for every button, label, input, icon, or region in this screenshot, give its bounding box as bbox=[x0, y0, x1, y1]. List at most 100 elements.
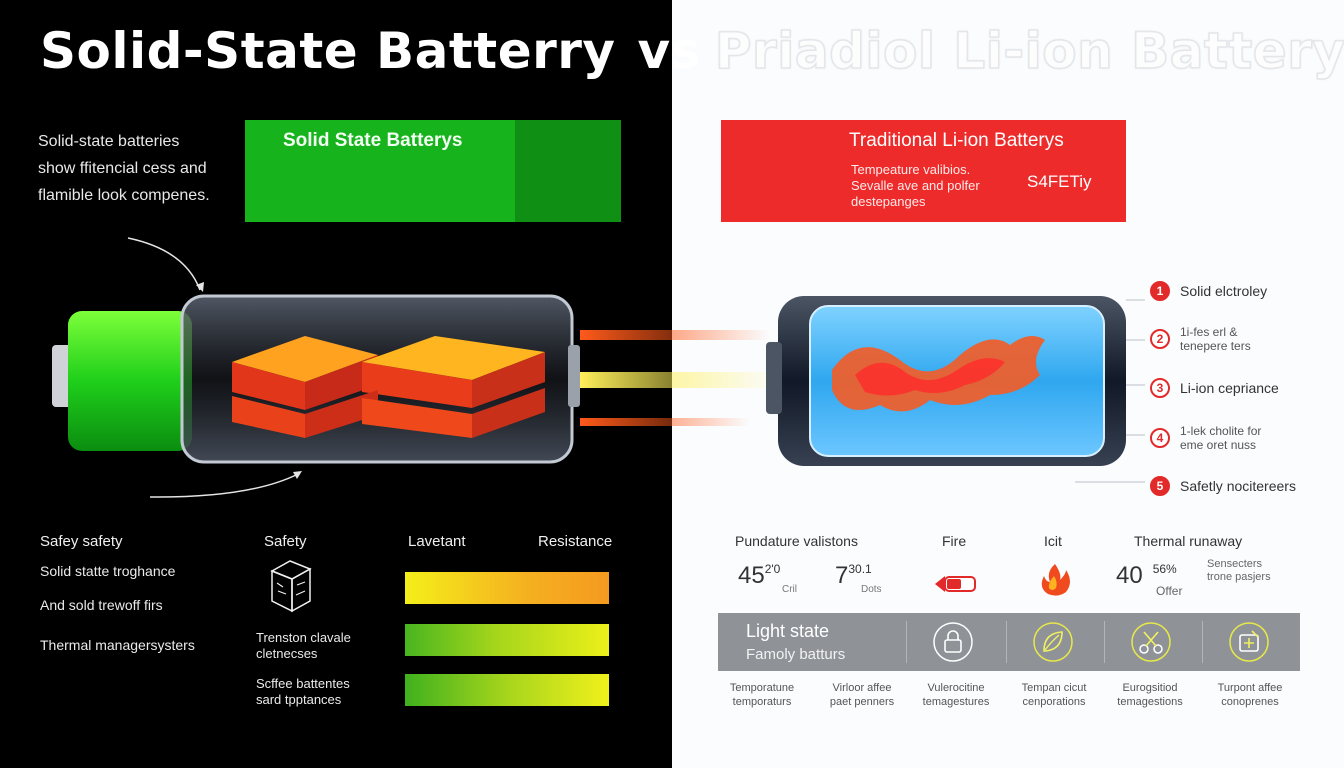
arrow-head bbox=[293, 471, 302, 479]
stat-value: 452'0 Cril bbox=[738, 562, 797, 595]
legend-label: Safetly nocitereers bbox=[1180, 478, 1296, 494]
footer-label: Turpont affee conoprenes bbox=[1200, 681, 1300, 709]
footer-line: Temporatune bbox=[729, 682, 795, 694]
mid-label-line: Trenston clavale bbox=[256, 630, 351, 645]
li-ion-battery-terminal bbox=[766, 342, 782, 414]
badge-icon: 5 bbox=[1150, 476, 1170, 496]
mid-label-line: sard tpptances bbox=[256, 692, 342, 707]
flame-core bbox=[855, 358, 1005, 396]
band-divider bbox=[1202, 621, 1203, 663]
energy-beam bbox=[580, 330, 770, 340]
legend-label: Li-ion cepriance bbox=[1180, 380, 1279, 396]
intro-line: flamible look compenes. bbox=[38, 187, 210, 204]
arrow-head bbox=[196, 282, 204, 292]
band-divider bbox=[1104, 621, 1105, 663]
footer-line: Turpont affee bbox=[1217, 682, 1283, 694]
footer-line: Vulerocitine bbox=[927, 682, 985, 694]
column-header: Lavetant bbox=[408, 533, 466, 550]
li-ion-sub-line: Tempeature valibios. bbox=[851, 162, 971, 177]
legend-item: 5 Safetly nocitereers bbox=[1150, 476, 1296, 496]
side-note-line: trone pasjers bbox=[1207, 571, 1271, 583]
green-box-shade bbox=[515, 120, 621, 222]
rating-bar bbox=[405, 572, 609, 604]
band-subtitle: Famoly batturs bbox=[746, 646, 846, 663]
footer-line: temagestions bbox=[1117, 696, 1183, 708]
title-vs: vs bbox=[637, 22, 701, 80]
mid-label-line: cletnecses bbox=[256, 646, 318, 661]
legend-label: 1i-fes erl & bbox=[1180, 325, 1238, 339]
row-label: Solid statte troghance bbox=[40, 563, 176, 579]
electrode-layers bbox=[232, 336, 545, 438]
footer-line: temporaturs bbox=[732, 696, 792, 708]
badge-icon: 2 bbox=[1150, 329, 1170, 349]
column-header: Safey safety bbox=[40, 533, 123, 550]
energy-beam bbox=[580, 372, 780, 388]
battery-end-cap bbox=[568, 345, 580, 407]
footer-label: Virloor affee paet penners bbox=[812, 681, 912, 709]
solid-state-label: Solid State Batterys bbox=[283, 130, 463, 151]
band-divider bbox=[1006, 621, 1007, 663]
row-label: Thermal managersysters bbox=[40, 637, 195, 653]
side-note: Sensecters trone pasjers bbox=[1207, 558, 1271, 584]
feature-band: Light state Famoly batturs bbox=[718, 613, 1300, 671]
legend-label: tenepere ters bbox=[1180, 339, 1251, 353]
legend-label: Solid elctroley bbox=[1180, 283, 1268, 299]
legend-label: 1-lek cholite for bbox=[1180, 424, 1262, 438]
badge-icon: 3 bbox=[1150, 378, 1170, 398]
footer-label: Temporatune temporaturs bbox=[712, 681, 812, 709]
battery-illustration bbox=[52, 237, 1145, 498]
intro-line: Solid-state batteries bbox=[38, 133, 180, 150]
row-label: And sold trewoff firs bbox=[40, 597, 163, 613]
footer-label: Eurogsitiod temagestions bbox=[1100, 681, 1200, 709]
intro-text: Solid-state batteries show ffitencial ce… bbox=[38, 128, 248, 209]
energy-beam bbox=[580, 418, 750, 426]
column-header: Thermal runaway bbox=[1134, 533, 1243, 549]
stat-value: 730.1 Dots bbox=[835, 562, 882, 595]
fire-icon bbox=[1041, 564, 1070, 596]
li-ion-header-box: Traditional Li-ion Batterys Tempeature v… bbox=[721, 120, 1126, 222]
footer-line: conoprenes bbox=[1221, 696, 1279, 708]
band-divider bbox=[906, 621, 907, 663]
legend-item: 3 Li-ion cepriance bbox=[1150, 378, 1279, 398]
li-ion-label: Traditional Li-ion Batterys bbox=[849, 130, 1064, 151]
badge-icon: 4 bbox=[1150, 428, 1170, 448]
solid-state-header-box: Solid State Batterys bbox=[245, 120, 621, 222]
arrow-icon bbox=[127, 237, 201, 291]
side-note-line: Sensecters bbox=[1207, 558, 1263, 570]
legend-item: 2 1i-fes erl & tenepere ters bbox=[1150, 325, 1251, 353]
li-ion-sub-line: destepanges bbox=[851, 194, 926, 209]
legend-item: 4 1-lek cholite for eme oret nuss bbox=[1150, 424, 1261, 452]
page-title: Solid-State Batterry vs Priadiol Li-ion Ba… bbox=[40, 21, 1344, 81]
title-part-2: Priadiol Li-ion Battery bbox=[714, 21, 1344, 81]
li-ion-subtext: Tempeature valibios. Sevalle ave and pol… bbox=[851, 162, 980, 210]
column-header: Icit bbox=[1044, 533, 1062, 549]
legend-item: 1 Solid elctroley bbox=[1150, 281, 1267, 301]
badge-icon: 1 bbox=[1150, 281, 1170, 301]
battery-low-icon bbox=[935, 576, 976, 592]
column-header: Fire bbox=[942, 533, 967, 549]
stat-value: 40 56% Offer bbox=[1116, 562, 1183, 598]
footer-line: paet penners bbox=[829, 696, 895, 708]
cell-icon bbox=[1229, 622, 1269, 662]
footer-line: temagestures bbox=[922, 696, 990, 708]
footer-label: Tempan cicut cenporations bbox=[1004, 681, 1104, 709]
title-part-1: Solid-State Batterry bbox=[40, 22, 616, 80]
cube-icon bbox=[270, 560, 312, 613]
leaf-icon bbox=[1033, 622, 1073, 662]
column-header: Resistance bbox=[538, 533, 613, 550]
mid-label-line: Scffee battentes bbox=[256, 676, 350, 691]
band-title: Light state bbox=[746, 621, 830, 641]
safety-tag: S4FETiy bbox=[1027, 172, 1092, 191]
arrow-icon bbox=[149, 473, 299, 498]
li-ion-sub-line: Sevalle ave and polfer bbox=[851, 178, 980, 193]
footer-line: Tempan cicut bbox=[1021, 682, 1087, 694]
column-header: Pundature valistons bbox=[735, 533, 858, 549]
callout-lines bbox=[1075, 299, 1145, 483]
rating-bar bbox=[405, 674, 609, 706]
footer-label: Vulerocitine temagestures bbox=[906, 681, 1006, 709]
column-header: Safety bbox=[264, 533, 307, 550]
footer-line: Eurogsitiod bbox=[1122, 682, 1178, 694]
footer-line: Virloor affee bbox=[832, 682, 892, 694]
rating-bar bbox=[405, 624, 609, 656]
legend-label: eme oret nuss bbox=[1180, 438, 1257, 452]
